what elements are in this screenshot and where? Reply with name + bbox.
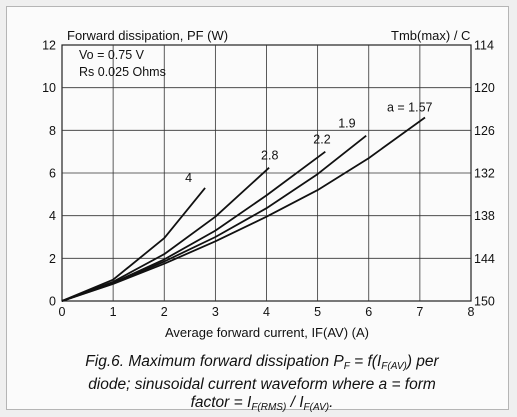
figure-caption: Fig.6. Maximum forward dissipation PF = … (27, 353, 497, 417)
right-tick-label: 126 (474, 124, 495, 138)
right-tick-label: 144 (474, 252, 495, 266)
figure-frame: 0 1 2 3 4 5 6 7 8 0 150 2 144 4 138 6 132 8 126 10 120 12 114 4… (6, 6, 509, 410)
caption-line-3: factor = IF(RMS) / IF(AV). (27, 394, 497, 417)
right-tick-label: 120 (474, 81, 495, 95)
x-tick-label: 2 (161, 305, 168, 319)
x-tick-label: 5 (314, 305, 321, 319)
y-tick-label: 6 (49, 167, 56, 181)
caption-line-2: diode; sinusoidal current waveform where… (27, 376, 497, 394)
grid (62, 45, 471, 301)
y-tick-label: 8 (49, 124, 56, 138)
x-tick-label: 1 (110, 305, 117, 319)
y-tick-label: 12 (42, 39, 56, 53)
x-tick-label: 0 (59, 305, 66, 319)
series-label: 4 (185, 171, 192, 185)
series-line (62, 118, 425, 302)
y-tick-label: 10 (42, 81, 56, 95)
x-tick-label: 3 (212, 305, 219, 319)
x-axis-label: Average forward current, IF(AV) (A) (165, 325, 369, 340)
series-label: 1.9 (338, 117, 355, 131)
series-label: 2.8 (261, 149, 278, 163)
series-lines (62, 118, 425, 302)
chart-title: Forward dissipation, PF (W) (67, 28, 228, 43)
series-line (62, 168, 269, 301)
x-tick-label: 6 (365, 305, 372, 319)
param-rs: Rs 0.025 Ohms (79, 65, 166, 79)
series-line (62, 188, 205, 301)
x-tick-label: 4 (263, 305, 270, 319)
y-tick-label: 0 (49, 295, 56, 309)
right-tick-label: 114 (474, 39, 494, 53)
series-line (62, 152, 325, 301)
x-tick-label: 7 (416, 305, 423, 319)
series-label: a = 1.57 (387, 101, 433, 115)
caption-line-1: Fig.6. Maximum forward dissipation PF = … (27, 353, 497, 376)
right-tick-label: 138 (474, 209, 495, 223)
y-tick-label: 2 (49, 252, 56, 266)
series-label: 2.2 (313, 133, 330, 147)
y-tick-label: 4 (49, 209, 56, 223)
param-vo: Vo = 0.75 V (79, 48, 145, 62)
right-axis-title: Tmb(max) / C (391, 28, 470, 43)
right-tick-label: 150 (474, 295, 495, 309)
right-tick-label: 132 (474, 167, 495, 181)
